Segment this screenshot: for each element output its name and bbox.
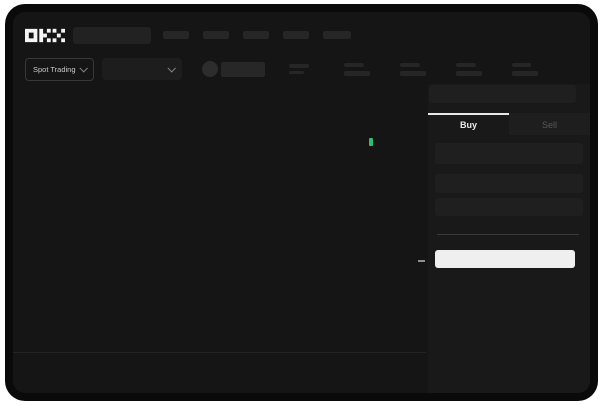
stat-label (400, 62, 420, 67)
market-type-label: Spot Trading (33, 64, 76, 74)
stat-value (400, 70, 426, 76)
market-type-dropdown[interactable]: Spot Trading (25, 57, 94, 81)
trading-app: OKX Spot Trading (13, 12, 590, 393)
tab-sell[interactable]: Sell (509, 113, 590, 135)
slider-stops (435, 229, 581, 240)
coin-avatar[interactable] (201, 61, 218, 77)
tab-buy[interactable]: Buy (428, 113, 509, 135)
search-input[interactable] (73, 26, 151, 44)
nav-item[interactable] (323, 31, 351, 39)
chevron-down-icon (166, 64, 176, 73)
orderbook-view-toggles (429, 85, 576, 103)
nav-item[interactable] (203, 31, 229, 39)
stat-label (456, 62, 476, 67)
price-chart[interactable] (13, 106, 426, 352)
price-input[interactable] (435, 143, 583, 164)
stat-group (512, 62, 538, 76)
bottom-section (13, 352, 426, 393)
change-line (288, 71, 304, 74)
stat-label (512, 62, 531, 67)
stat-value (344, 70, 370, 76)
stat-group (456, 62, 482, 76)
buy-submit-button[interactable] (435, 250, 575, 268)
stat-label (344, 62, 364, 67)
volume-bars (19, 312, 379, 348)
chevron-down-icon (78, 64, 88, 73)
trade-sidebar: Buy Sell (428, 84, 590, 393)
slider-track (437, 234, 579, 235)
nav-item[interactable] (243, 31, 269, 39)
stat-group (344, 62, 370, 76)
okx-logo[interactable]: OKX (25, 28, 65, 43)
ticker-stats (344, 62, 538, 76)
app-window: OKX Spot Trading (5, 4, 598, 401)
chart-toolbar (13, 84, 426, 106)
stat-group (400, 62, 426, 76)
nav-item[interactable] (283, 31, 309, 39)
change-line (288, 64, 309, 68)
scale-marker (418, 260, 425, 262)
change-skeleton (288, 64, 309, 74)
market-subheader: Spot Trading (13, 50, 590, 84)
okx-logo-icon (25, 28, 65, 42)
depth-sidebar[interactable] (374, 108, 424, 304)
chart-column (13, 84, 426, 393)
orders-tabs (23, 360, 416, 374)
candlestick-chart (19, 110, 379, 302)
amount-slider[interactable] (435, 229, 581, 240)
amount-input[interactable] (435, 174, 583, 193)
main-nav (163, 31, 351, 39)
order-form (428, 135, 590, 393)
nav-item[interactable] (163, 31, 189, 39)
total-input[interactable] (435, 198, 583, 216)
top-header: OKX (13, 12, 590, 50)
stat-value (456, 70, 482, 76)
main-content: Buy Sell (13, 84, 590, 393)
last-price-skeleton (220, 61, 265, 77)
trade-tabs: Buy Sell (428, 113, 590, 135)
orderbook (428, 103, 590, 109)
pair-selector[interactable] (101, 58, 182, 80)
stat-value (512, 70, 538, 76)
last-price-tick (369, 138, 373, 146)
